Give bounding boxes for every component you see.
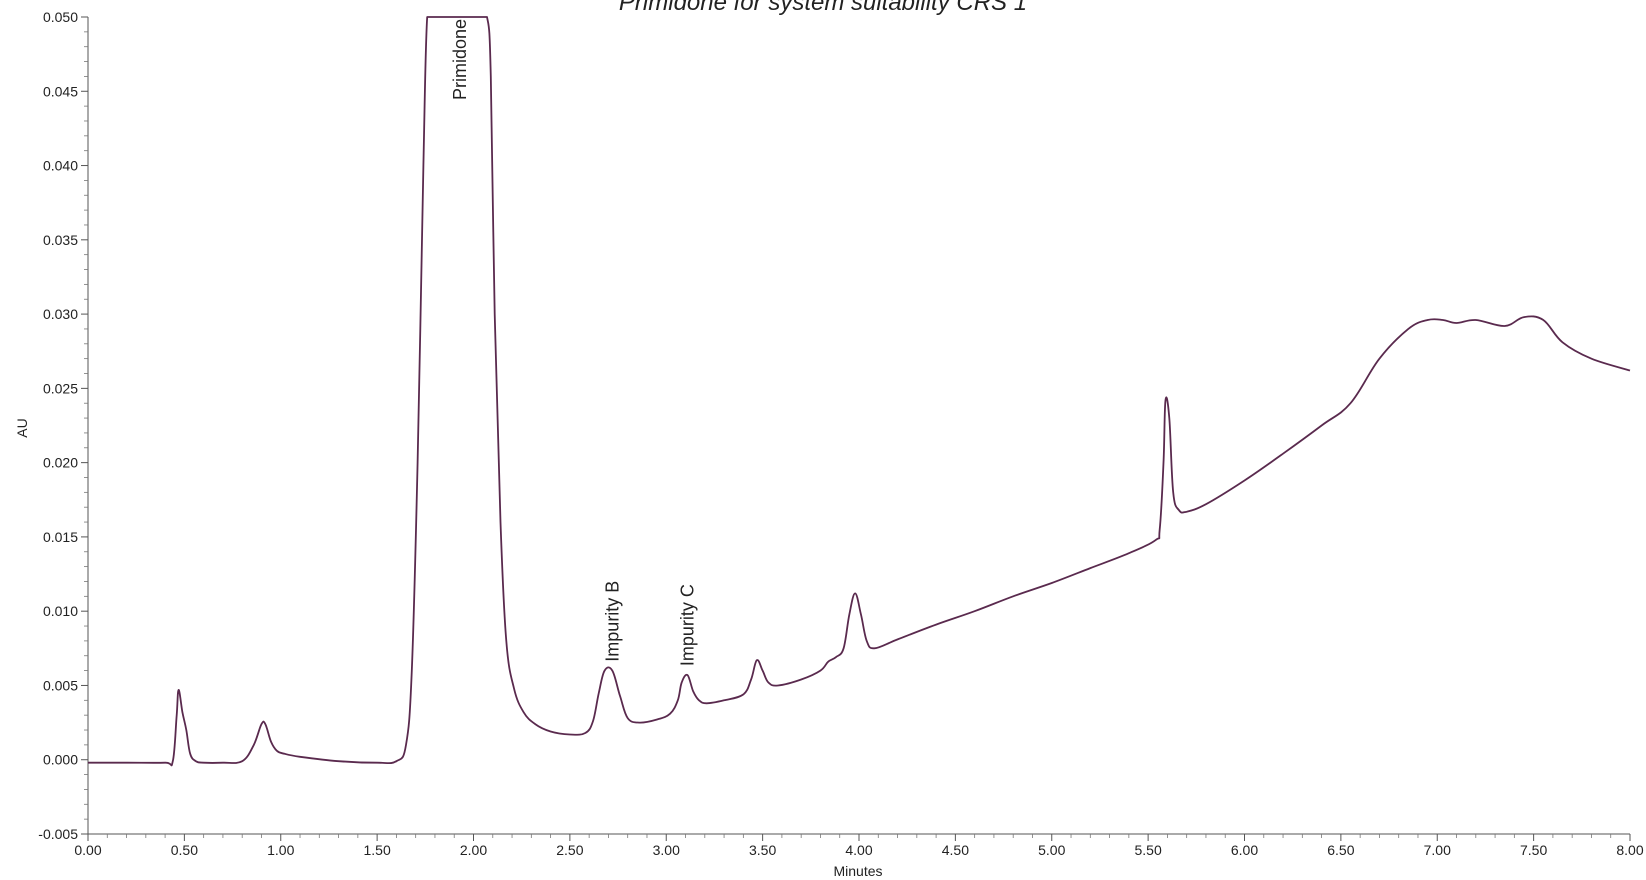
y-tick-label: 0.050 — [43, 9, 78, 25]
x-tick-label: 8.00 — [1616, 842, 1643, 858]
x-tick-label: 0.00 — [74, 842, 101, 858]
peak-annotations: Primidone Impurity B Impurity C — [450, 19, 698, 666]
peak-label: Primidone — [450, 19, 470, 100]
tick-labels: 0.00 0.50 1.00 1.50 2.00 2.50 3.00 3.50 4.00 4.50… — [38, 9, 1644, 858]
chromatogram-trace — [88, 16, 1631, 767]
y-tick-label: 0.020 — [43, 455, 78, 471]
y-tick-label: 0.035 — [43, 232, 78, 248]
y-tick-label: 0.030 — [43, 306, 78, 322]
peak-label: Impurity C — [678, 584, 698, 666]
y-tick-label: 0.010 — [43, 603, 78, 619]
x-axis-title: Minutes — [833, 863, 882, 879]
axes — [87, 17, 1630, 835]
y-tick-label: 0.000 — [43, 752, 78, 768]
tick-marks — [81, 16, 1631, 841]
x-tick-label: 7.50 — [1520, 842, 1547, 858]
x-tick-label: 3.00 — [653, 842, 680, 858]
x-tick-label: 0.50 — [171, 842, 198, 858]
x-tick-label: 2.00 — [460, 842, 487, 858]
x-tick-label: 5.00 — [1038, 842, 1065, 858]
x-tick-label: 6.00 — [1231, 842, 1258, 858]
x-tick-label: 7.00 — [1424, 842, 1451, 858]
x-tick-label: 3.50 — [749, 842, 776, 858]
y-tick-label: -0.005 — [38, 826, 78, 842]
x-tick-label: 5.50 — [1135, 842, 1162, 858]
y-tick-label: 0.045 — [43, 83, 78, 99]
peak-label: Impurity B — [602, 581, 622, 662]
y-tick-label: 0.005 — [43, 677, 78, 693]
y-tick-label: 0.025 — [43, 380, 78, 396]
x-tick-label: 1.50 — [364, 842, 391, 858]
x-tick-label: 1.00 — [267, 842, 294, 858]
x-tick-label: 4.50 — [942, 842, 969, 858]
chart-title: Primidone for system suitability CRS 1 — [619, 0, 1027, 16]
y-axis-title: AU — [14, 418, 30, 437]
y-tick-label: 0.015 — [43, 529, 78, 545]
x-tick-label: 2.50 — [556, 842, 583, 858]
x-tick-label: 4.00 — [845, 842, 872, 858]
y-tick-label: 0.040 — [43, 158, 78, 174]
x-tick-label: 6.50 — [1327, 842, 1354, 858]
